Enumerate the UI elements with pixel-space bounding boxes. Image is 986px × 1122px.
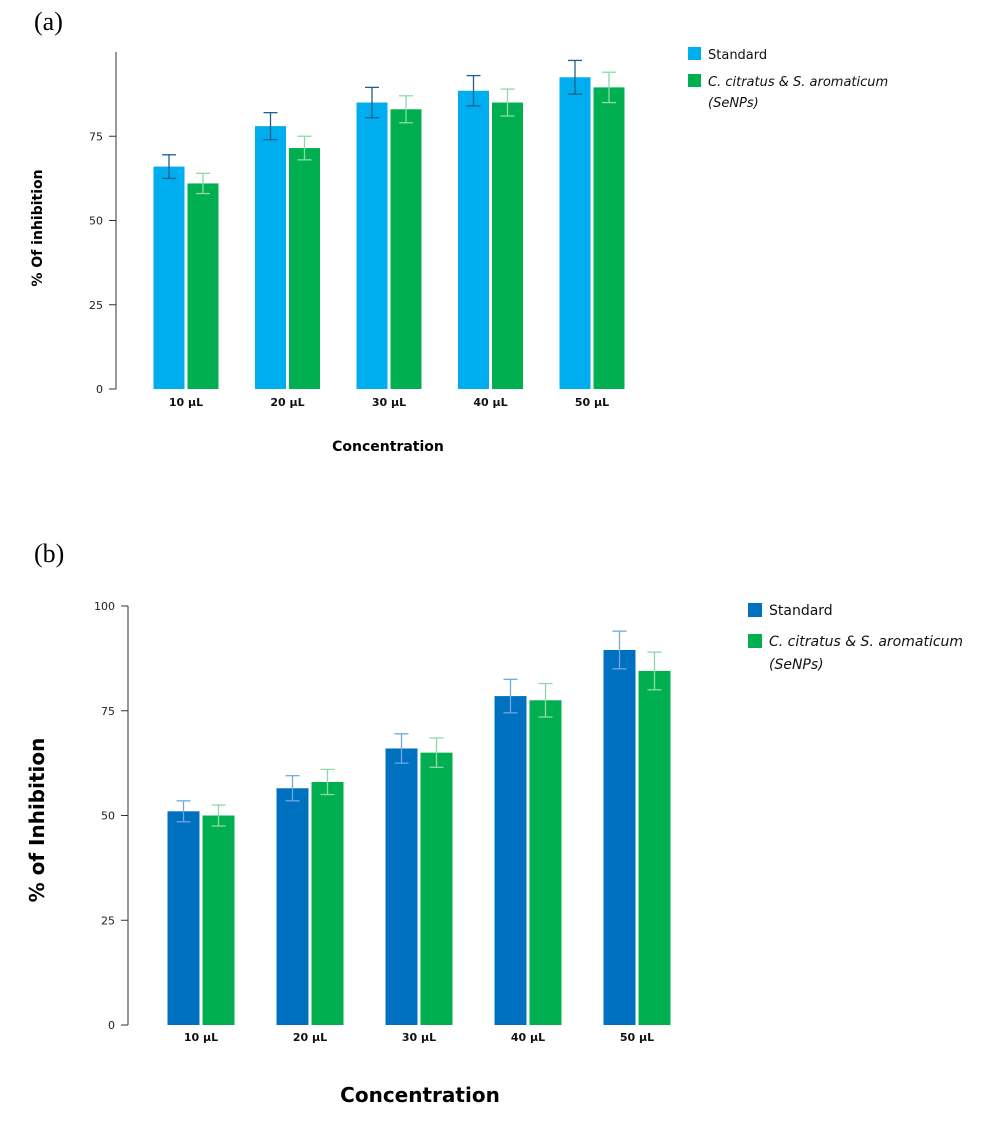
panel-b-y-axis-title: % of Inhibition <box>25 738 49 903</box>
panel-a-category-label: 40 µL <box>473 396 507 409</box>
panel-b-bar-senps <box>311 781 344 1025</box>
panel-b-category-label: 50 µL <box>620 1031 654 1044</box>
panel-b-legend-label-senps: C. citratus & S. aromaticum <box>769 634 963 650</box>
panel-b-label: (b) <box>34 539 64 568</box>
panel-a-bar-senps <box>593 87 625 389</box>
panel-a-bar-senps <box>187 183 219 389</box>
panel-a-y-ticks: 0 25 50 75 <box>89 130 116 396</box>
panel-a-y-axis-title: % Of inhibition <box>30 169 46 286</box>
panel-b-y-tick-label: 50 <box>101 810 115 823</box>
panel-b-legend: Standard C. citratus & S. aromaticum (Se… <box>748 603 963 673</box>
panel-a-y-tick-label: 50 <box>89 215 103 228</box>
panel-b-legend-label-senps-line2: (SeNPs) <box>769 657 824 673</box>
panel-b-bar-senps <box>638 670 671 1025</box>
panel-b-y-tick-label: 25 <box>101 914 115 927</box>
panel-b-bars <box>167 649 671 1025</box>
panel-b-bar-standard <box>385 748 418 1025</box>
panel-a-bar-standard <box>559 77 591 390</box>
panel-a-category-label: 30 µL <box>372 396 406 409</box>
panel-a-category-label: 20 µL <box>270 396 304 409</box>
panel-b-category-label: 10 µL <box>184 1031 218 1044</box>
panel-b-legend-swatch-senps <box>748 634 762 648</box>
panel-b-legend-label-standard: Standard <box>769 603 833 619</box>
panel-a-bar-senps <box>390 109 422 389</box>
panel-a: (a) 0 25 50 75 10 µL 20 µL 30 µL 40 µL 50 µL % … <box>30 7 888 455</box>
panel-a-legend-label-senps-line2: (SeNPs) <box>708 96 759 111</box>
panel-b-y-tick-label: 75 <box>101 705 115 718</box>
panel-a-x-axis-title: Concentration <box>332 439 444 455</box>
panel-a-legend-swatch-standard <box>688 47 701 60</box>
panel-a-label: (a) <box>34 7 63 36</box>
panel-b-bar-standard <box>167 811 200 1025</box>
panel-b-bar-senps <box>420 752 453 1025</box>
panel-b-y-tick-label: 0 <box>108 1019 115 1032</box>
panel-a-bar-senps <box>289 148 320 389</box>
panel-a-bars <box>153 77 625 390</box>
panel-b-category-label: 30 µL <box>402 1031 436 1044</box>
panel-b-bar-senps <box>529 700 562 1025</box>
panel-b-category-labels: 10 µL 20 µL 30 µL 40 µL 50 µL <box>184 1031 654 1044</box>
panel-b-category-label: 20 µL <box>293 1031 327 1044</box>
panel-a-bar-standard <box>458 90 489 389</box>
panel-a-legend-label-senps: C. citratus & S. aromaticum <box>708 75 888 90</box>
panel-b-y-ticks: 0 25 50 75 100 <box>94 600 128 1032</box>
panel-b-error-bars <box>176 630 662 827</box>
panel-a-category-label: 50 µL <box>575 396 609 409</box>
panel-a-legend: Standard C. citratus & S. aromaticum (Se… <box>688 47 888 111</box>
panel-a-bar-standard <box>356 102 388 390</box>
panel-a-y-tick-label: 25 <box>89 299 103 312</box>
panel-b-x-axis-title: Concentration <box>340 1083 500 1107</box>
panel-a-bar-standard <box>153 166 185 389</box>
panel-b-bar-standard <box>276 788 309 1025</box>
panel-a-legend-label-standard: Standard <box>708 48 767 63</box>
panel-a-category-label: 10 µL <box>169 396 203 409</box>
panel-a-bar-standard <box>255 126 286 389</box>
panel-a-category-labels: 10 µL 20 µL 30 µL 40 µL 50 µL <box>169 396 609 409</box>
panel-b-bar-standard <box>494 696 527 1025</box>
panel-a-y-tick-label: 0 <box>96 383 103 396</box>
panel-b: (b) 0 25 50 75 100 10 µL 20 µL 30 µL 40 µL 50 µL… <box>25 539 963 1107</box>
panel-a-bar-senps <box>492 102 523 390</box>
panel-a-legend-swatch-senps <box>688 74 701 87</box>
panel-b-y-tick-label: 100 <box>94 600 115 613</box>
panel-b-bar-senps <box>202 815 235 1025</box>
panel-a-error-bars <box>162 59 616 195</box>
panel-b-category-label: 40 µL <box>511 1031 545 1044</box>
panel-b-bar-standard <box>603 649 636 1025</box>
panel-b-legend-swatch-standard <box>748 603 762 617</box>
panel-a-y-tick-label: 75 <box>89 130 103 143</box>
